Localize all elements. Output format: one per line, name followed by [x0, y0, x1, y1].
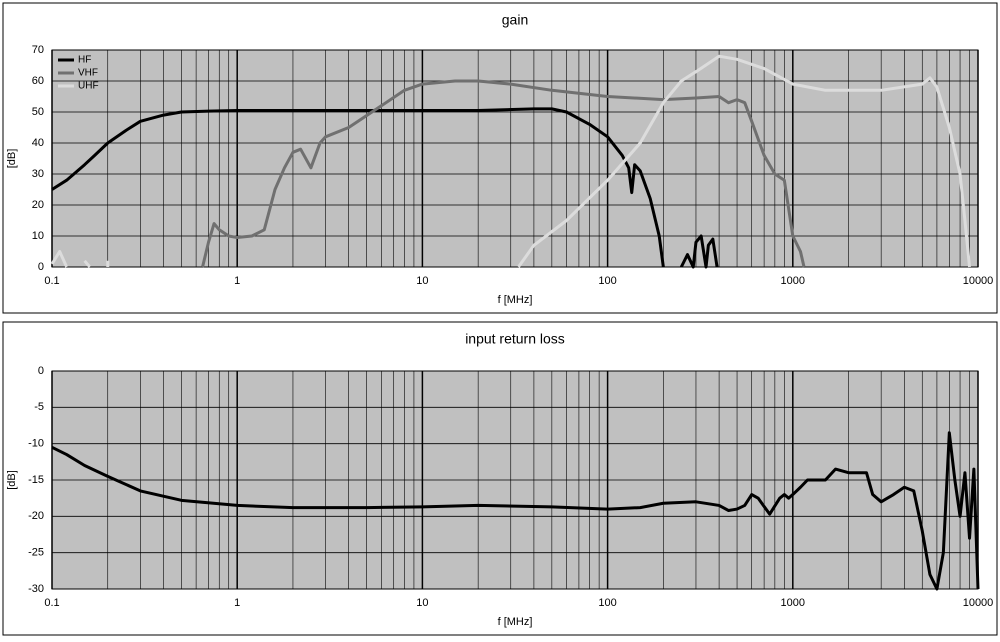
- y-tick-label: -15: [28, 474, 44, 486]
- y-tick-label: 40: [32, 137, 44, 149]
- y-tick-label: -25: [28, 547, 44, 559]
- y-tick-label: 10: [32, 230, 44, 242]
- y-tick-label: 0: [38, 261, 44, 273]
- y-tick-label: -20: [28, 510, 44, 522]
- legend-label: UHF: [78, 81, 99, 92]
- x-tick-label: 1000: [781, 597, 805, 609]
- x-axis-label: f [MHz]: [498, 616, 533, 628]
- x-tick-label: 10: [416, 275, 428, 287]
- y-axis-label: [dB]: [6, 470, 18, 490]
- y-axis-label: [dB]: [6, 149, 18, 169]
- data-line: [201, 79, 806, 268]
- x-tick-label: 1000: [781, 275, 805, 287]
- chart-title: input return loss: [465, 331, 565, 347]
- x-axis-label: f [MHz]: [498, 294, 533, 306]
- data-line: [51, 431, 980, 591]
- y-tick-label: -30: [28, 583, 44, 595]
- legend-label: VHF: [78, 68, 98, 79]
- plot-area: [51, 49, 979, 268]
- y-tick-label: -5: [34, 401, 44, 413]
- y-tick-label: 30: [32, 168, 44, 180]
- y-tick-label: -10: [28, 438, 44, 450]
- x-tick-label: 1: [234, 597, 240, 609]
- x-tick-label: 10000: [963, 597, 994, 609]
- x-tick-label: 10: [416, 597, 428, 609]
- x-tick-label: 0.1: [44, 275, 59, 287]
- x-tick-label: 1: [234, 275, 240, 287]
- y-tick-label: 0: [38, 365, 44, 377]
- x-tick-label: 100: [598, 597, 616, 609]
- y-tick-label: 60: [32, 75, 44, 87]
- chart-title: gain: [502, 12, 528, 28]
- legend-label: HF: [78, 55, 91, 66]
- y-tick-label: 70: [32, 44, 44, 56]
- y-tick-label: 20: [32, 199, 44, 211]
- x-tick-label: 0.1: [44, 597, 59, 609]
- x-tick-label: 10000: [963, 275, 994, 287]
- data-line: [50, 54, 972, 268]
- y-tick-label: 50: [32, 106, 44, 118]
- x-tick-label: 100: [598, 275, 616, 287]
